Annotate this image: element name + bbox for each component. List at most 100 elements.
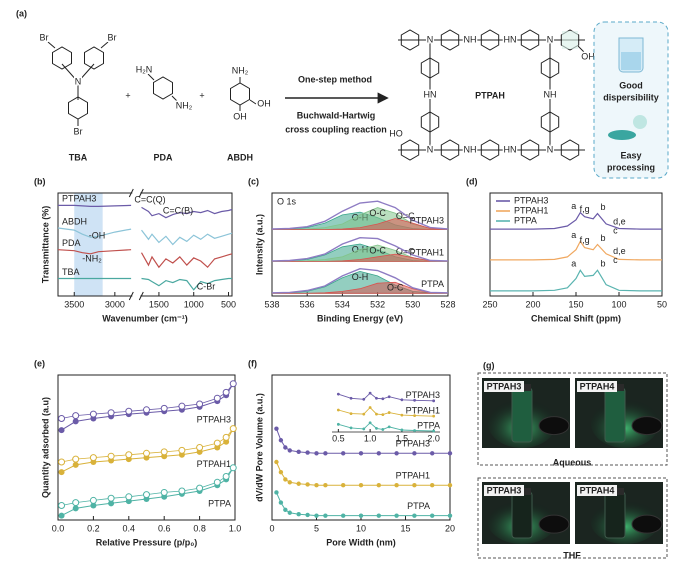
- inset-point: [375, 427, 378, 430]
- x-tick-label: 0.2: [87, 523, 100, 533]
- component-label: O-C: [369, 245, 386, 255]
- condition-text: cross coupling reaction: [285, 124, 387, 134]
- desorption-point: [213, 394, 221, 402]
- benzene-ring: [560, 139, 580, 161]
- benzene-ring: [153, 76, 173, 100]
- peak-label: d,e: [613, 246, 626, 256]
- desorption-point: [160, 404, 168, 412]
- series-label: PTPAH3: [62, 194, 96, 204]
- benzene-ring: [540, 57, 560, 79]
- inset-point: [387, 425, 391, 429]
- vial: [604, 387, 626, 443]
- x-tick-label: 528: [440, 299, 455, 309]
- data-point: [412, 483, 417, 488]
- x-tick-label: 0.4: [123, 523, 136, 533]
- desorption-point: [229, 380, 237, 388]
- axis-break-gap: [132, 294, 141, 298]
- axis-break: [128, 188, 144, 198]
- desorption-point: [178, 402, 186, 410]
- data-point: [412, 513, 417, 518]
- dropper-icon: [633, 115, 647, 129]
- peak-label: b: [601, 259, 606, 269]
- inset-point: [336, 422, 340, 426]
- x-tick-label: 538: [264, 299, 279, 309]
- series-label: PTPAH1: [396, 471, 430, 481]
- benzene-ring: [480, 139, 500, 161]
- peak-label: c: [613, 255, 618, 265]
- benzene-ring: [520, 139, 540, 161]
- desorption-point: [222, 473, 230, 480]
- series-label: PTPAH1: [197, 459, 231, 469]
- x-axis-label: Wavenumber (cm⁻¹): [102, 313, 187, 323]
- desorption-point: [89, 410, 97, 418]
- data-point: [341, 483, 346, 488]
- x-tick-label: 500: [221, 299, 236, 309]
- atom-label: H₂N: [136, 64, 153, 74]
- annotation: C=C(B): [163, 205, 193, 215]
- desorption-point: [178, 487, 186, 495]
- data-point: [394, 451, 399, 456]
- x-tick-label: 50: [657, 299, 667, 309]
- atom-label: OH: [257, 98, 271, 108]
- atom-label: OH: [233, 111, 247, 121]
- peak-label: b: [601, 202, 606, 212]
- inset-point: [413, 414, 416, 418]
- inset-series-label: PTPAH3: [406, 390, 440, 400]
- atom-label: Br: [74, 126, 83, 136]
- spectrum-line: [490, 211, 662, 230]
- peak-label: c: [613, 225, 618, 235]
- data-point: [341, 451, 346, 456]
- annotation: C-Br: [197, 281, 216, 291]
- panel-label: (b): [34, 176, 46, 186]
- photo-label-bg: [484, 381, 524, 392]
- x-tick-label: 5: [314, 523, 319, 533]
- sample-label: PTPAH3: [487, 485, 522, 495]
- x-tick-label: 534: [335, 299, 350, 309]
- axis-break: [128, 291, 144, 301]
- data-point: [447, 451, 453, 456]
- plot-frame: [57, 374, 236, 521]
- x-tick-label: 15: [400, 523, 410, 533]
- series-label: ABDH: [62, 216, 87, 226]
- panel-label: (d): [466, 176, 478, 186]
- data-point: [72, 461, 79, 468]
- x-tick-label: 530: [405, 299, 420, 309]
- y-axis-label: Intensity (a.u.): [254, 214, 264, 275]
- panel-label: (c): [248, 176, 259, 186]
- vial: [604, 491, 626, 539]
- desorption-point: [222, 433, 230, 441]
- inset-point: [400, 398, 404, 402]
- data-point: [283, 445, 288, 450]
- sample-label: PTPAH3: [487, 381, 522, 391]
- desorption-point: [58, 502, 66, 509]
- solvent-label: THF: [563, 550, 581, 560]
- atom-label: NH: [464, 144, 477, 154]
- data-point: [72, 418, 79, 425]
- series-label: PTPAH3: [396, 439, 430, 449]
- atom-label: NH₂: [232, 65, 249, 75]
- highlight-ring: [562, 31, 578, 49]
- data-point: [287, 480, 292, 485]
- data-point: [314, 483, 319, 488]
- panel-label: (f): [248, 358, 257, 368]
- vial: [511, 491, 533, 539]
- x-tick-label: 250: [482, 299, 497, 309]
- data-point: [108, 500, 115, 507]
- inset-point: [336, 408, 340, 412]
- desorption-point: [72, 412, 80, 420]
- series-label: PDA: [62, 238, 81, 248]
- desorption-point: [229, 464, 237, 472]
- inset-point: [362, 412, 366, 416]
- inset-point: [432, 429, 436, 433]
- data-point: [274, 459, 279, 465]
- atom-label: NH₂: [176, 100, 193, 110]
- benzene-ring: [84, 46, 104, 70]
- data-point: [274, 490, 279, 495]
- data-point: [278, 438, 284, 443]
- data-point: [314, 451, 319, 456]
- annotation: -OH: [89, 230, 106, 240]
- x-axis-label: Chemical Shift (ppm): [531, 313, 621, 323]
- data-point: [341, 513, 346, 518]
- x-tick-label: 532: [370, 299, 385, 309]
- desorption-point: [178, 446, 186, 454]
